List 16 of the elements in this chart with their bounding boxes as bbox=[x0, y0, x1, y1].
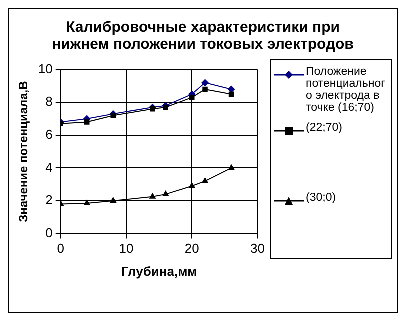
chart-title: Калибровочные характеристики при нижнем положении токовых электродов bbox=[51, 19, 355, 53]
y-tick-label: 10 bbox=[38, 61, 53, 76]
legend-label: (30;0) bbox=[306, 192, 336, 204]
x-tick-label: 10 bbox=[119, 241, 134, 256]
legend-label: Положение потенциального электрода в точке (16;70) bbox=[306, 66, 386, 114]
y-tick-label: 8 bbox=[46, 94, 53, 110]
x-tick-label: 30 bbox=[250, 241, 266, 256]
y-tick-label: 6 bbox=[46, 126, 53, 142]
y-tick-label: 0 bbox=[46, 225, 53, 240]
x-axis-title: Глубина,мм bbox=[121, 264, 198, 279]
y-tick-label: 4 bbox=[46, 160, 53, 175]
x-tick-label: 20 bbox=[184, 241, 200, 256]
y-axis-title: Значение потенциала,В bbox=[16, 80, 31, 222]
y-tick-label: 2 bbox=[46, 192, 53, 208]
x-tick-label: 0 bbox=[57, 241, 64, 256]
legend-label: (22;70) bbox=[306, 122, 342, 134]
